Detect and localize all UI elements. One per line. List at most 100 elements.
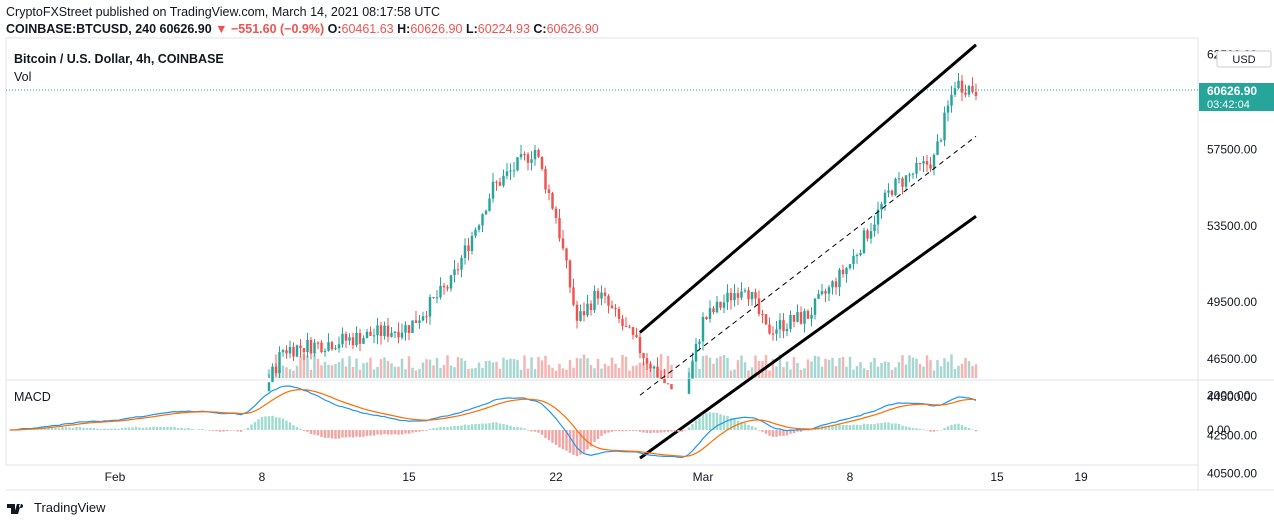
candle-body: [278, 352, 281, 374]
volume-bar: [414, 370, 418, 378]
candle-body: [635, 335, 638, 338]
macd-histogram-bar: [393, 430, 397, 435]
macd-histogram-bar: [316, 430, 320, 436]
macd-histogram-bar: [827, 425, 831, 430]
macd-histogram-bar: [341, 430, 344, 438]
macd-histogram-bar: [698, 417, 701, 430]
macd-histogram-bar: [887, 422, 890, 430]
volume-bar: [659, 354, 663, 378]
volume-bar: [327, 364, 330, 378]
volume-bar: [785, 361, 789, 378]
macd-histogram-bar: [939, 430, 943, 431]
candle-body: [736, 293, 740, 298]
macd-histogram-bar: [649, 430, 652, 434]
volume-bar: [470, 368, 474, 378]
currency-button[interactable]: [1216, 50, 1272, 68]
candle-body: [967, 86, 971, 95]
candle-body: [561, 238, 565, 249]
volume-bar: [792, 357, 796, 378]
macd-histogram-bar: [656, 430, 659, 433]
macd-histogram-bar: [761, 430, 764, 432]
price-tick: 46500.00: [1207, 352, 1257, 366]
volume-bar: [631, 365, 635, 378]
macd-histogram-bar: [495, 422, 498, 430]
channel-mid-line: [639, 135, 977, 396]
grid: [5, 37, 1274, 491]
candle-body: [775, 329, 778, 334]
candle-body: [642, 353, 645, 359]
volume-bar: [481, 367, 484, 378]
volume-bar: [946, 361, 950, 378]
candle-body: [551, 193, 554, 209]
macd-histogram-bar: [106, 428, 110, 430]
macd-histogram-bar: [152, 426, 155, 430]
candle-body: [799, 312, 803, 324]
change: ▼ −551.60 (−0.9%): [215, 22, 325, 36]
candle-body: [740, 291, 743, 298]
volume-bar: [964, 357, 967, 378]
volume-bar: [974, 364, 978, 378]
candle-body: [971, 86, 974, 92]
volume-bar: [729, 370, 733, 378]
volume-bar: [460, 358, 463, 378]
footer[interactable]: TradingView: [6, 500, 106, 515]
candle-body: [365, 331, 369, 339]
volume-bar: [530, 357, 533, 378]
volume-bar: [407, 356, 411, 378]
macd-histogram-bar: [544, 430, 547, 438]
macd-histogram-bar: [8, 430, 12, 431]
macd-histogram-bar: [407, 430, 411, 434]
macd-histogram-bar: [47, 428, 50, 430]
macd-histogram-bar: [372, 430, 376, 436]
macd-histogram-bar: [57, 428, 61, 430]
volume-bar: [869, 362, 873, 378]
time-tick: 8: [847, 470, 854, 484]
volume-bar: [943, 358, 946, 378]
macd-histogram-bar: [971, 429, 974, 430]
macd-histogram-bar: [624, 430, 628, 432]
macd-histogram-bar: [866, 424, 869, 430]
candle-body: [502, 175, 505, 186]
candle-body: [488, 198, 491, 211]
candle-body: [411, 320, 414, 333]
volume-bar: [547, 364, 551, 378]
candle-body: [859, 253, 862, 256]
macd-histogram-bar: [260, 417, 264, 430]
macd-histogram-bar: [918, 428, 922, 430]
candle-body: [491, 181, 495, 199]
macd-histogram-bar: [540, 430, 544, 435]
volume-bar: [512, 358, 516, 378]
candle-body: [309, 339, 313, 354]
candle-body: [596, 290, 600, 299]
candle-body: [295, 345, 299, 357]
macd-histogram-bar: [782, 430, 785, 436]
candle-body: [603, 292, 607, 296]
macd-histogram-bar: [299, 428, 302, 430]
candle-body: [670, 384, 673, 390]
candle-body: [544, 168, 547, 190]
volume-bar: [323, 361, 327, 378]
candle-body: [792, 314, 796, 322]
macd-histogram-bar: [946, 426, 950, 430]
candle-body: [869, 231, 873, 239]
candle-body: [918, 162, 922, 164]
macd-histogram-bar: [565, 430, 568, 451]
macd-histogram-bar: [778, 430, 782, 436]
macd-histogram-bar: [582, 430, 586, 453]
volume-bar: [929, 360, 932, 378]
volume-bar: [771, 359, 775, 378]
macd-histogram-bar: [719, 414, 722, 430]
macd-histogram-bar: [589, 430, 593, 447]
candle-body: [957, 80, 960, 89]
volume-bar: [386, 360, 390, 378]
macd-histogram-bar: [446, 427, 449, 430]
candle-body: [407, 325, 411, 333]
macd-histogram-bar: [880, 422, 883, 430]
candle-body: [554, 208, 558, 218]
volume-bar: [432, 365, 435, 378]
candle-body: [659, 377, 663, 379]
candle-body: [652, 366, 656, 369]
macd-histogram-bar: [232, 430, 236, 431]
macd-histogram-bar: [131, 427, 134, 430]
